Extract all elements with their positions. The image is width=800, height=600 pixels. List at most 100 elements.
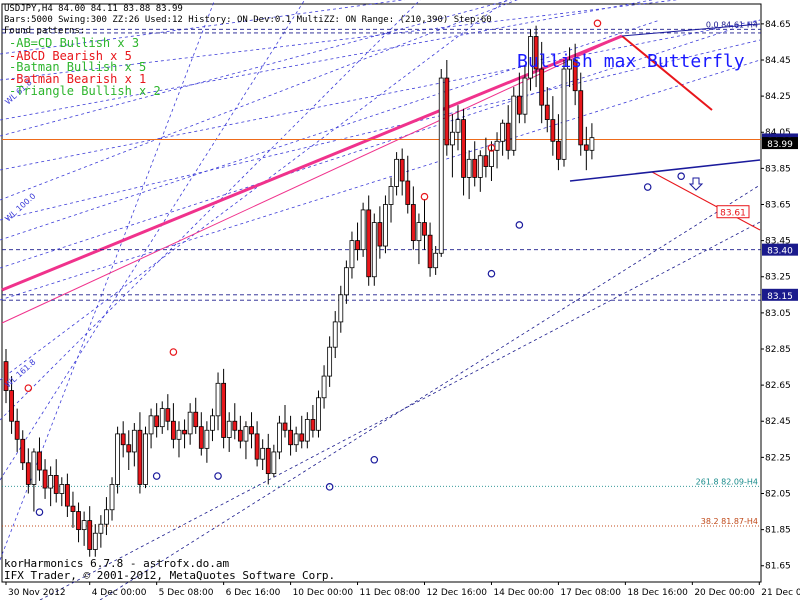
candle-body-bear <box>572 59 578 92</box>
candle <box>572 43 578 106</box>
candle-body-bear <box>399 158 405 182</box>
pattern-item: -Batman Bullish x 5 <box>9 60 147 74</box>
candle <box>170 403 176 449</box>
candle-body-bull <box>48 475 54 489</box>
candle-body-bear <box>126 444 132 453</box>
indicator-credit: korHarmonics 6.7.8 - astrofx.do.am <box>4 557 230 570</box>
fan-line <box>0 19 661 241</box>
fan-line <box>0 59 761 301</box>
candle-body-bull <box>92 532 98 550</box>
candle-body-bull <box>210 415 215 431</box>
candle <box>243 421 249 460</box>
candle <box>422 199 427 250</box>
candle-body-bull <box>98 523 104 534</box>
candle-body-bear <box>288 429 293 446</box>
candle <box>500 119 506 156</box>
candle <box>59 477 65 507</box>
candle-body-bear <box>64 484 70 507</box>
candle-body-bull <box>316 397 321 431</box>
candle-body-bear <box>583 144 589 151</box>
candle-body-bull <box>438 77 444 254</box>
y-tick-label: 84.25 <box>765 92 791 102</box>
candle-body-bear <box>427 234 433 269</box>
candle <box>321 365 327 409</box>
candle <box>533 25 539 88</box>
target-price-box <box>716 205 750 219</box>
candle <box>277 415 282 460</box>
candle-body-bear <box>25 462 31 485</box>
candle <box>176 421 182 458</box>
level-label: 0.0 84.61-H4 <box>706 20 758 29</box>
candle <box>98 515 104 548</box>
pattern-line <box>621 23 761 37</box>
pattern-item: -ABCD Bearish x 5 <box>9 49 132 63</box>
y-tick-label: 84.65 <box>765 20 791 30</box>
copyright-text: IFX Trader, © 2001-2012, MetaQuotes Soft… <box>4 569 336 582</box>
level-label: 261.8 82.09-H4 <box>696 477 758 486</box>
candle <box>254 421 260 467</box>
swing-high-marker <box>420 192 429 201</box>
candle-body-bear <box>14 420 20 440</box>
candle <box>539 41 545 124</box>
candle <box>249 412 254 449</box>
candle-body-bull <box>115 433 120 485</box>
x-tick-label: 4 Dec 00:00 <box>92 588 147 598</box>
fan-line <box>0 0 508 381</box>
candle <box>578 72 584 156</box>
pattern-line <box>569 159 761 182</box>
channel-line <box>99 184 761 600</box>
candle-body-bear <box>221 382 227 438</box>
candle-body-bull <box>343 267 349 296</box>
candle-body-bull <box>293 433 299 446</box>
candle-body-bear <box>42 469 48 489</box>
candle <box>399 148 405 196</box>
candle-body-bear <box>9 390 14 422</box>
x-tick-label: 18 Dec 16:00 <box>627 588 688 598</box>
candle <box>544 87 550 133</box>
candle-body-bear <box>193 411 199 428</box>
candle <box>583 126 589 171</box>
candle-body-bull <box>383 204 388 247</box>
candle <box>154 403 160 438</box>
candle-body-bear <box>505 122 511 151</box>
candle <box>159 401 165 434</box>
candle-body-bull <box>511 95 517 151</box>
fan-label: WL 161.8 <box>3 357 37 389</box>
candle-body-bull <box>388 186 394 205</box>
candle <box>143 426 148 489</box>
candle <box>438 69 444 257</box>
candle <box>271 444 277 478</box>
candle-body-bear <box>516 95 522 115</box>
candle <box>87 506 93 557</box>
candle <box>20 430 26 471</box>
y-tick-label: 82.45 <box>765 417 791 427</box>
candle <box>427 222 433 277</box>
fan-line <box>0 19 761 269</box>
candle-body-bull <box>394 158 400 187</box>
candle-body-bear <box>556 140 561 160</box>
swing-low-marker <box>677 172 685 180</box>
candle-body-bull <box>433 252 439 269</box>
candle-body-bear <box>137 429 143 485</box>
candle <box>31 448 37 512</box>
candle-body-bear <box>198 426 204 449</box>
x-tick-label: 14 Dec 00:00 <box>493 588 554 598</box>
candle <box>120 421 126 458</box>
candle-body-bear <box>483 155 489 167</box>
candle <box>388 177 394 223</box>
candle-body-bear <box>533 36 539 70</box>
trend-line-thick <box>1 34 623 292</box>
price-tag <box>762 288 798 301</box>
candle-body-bull <box>371 222 377 278</box>
y-tick-label: 83.65 <box>765 200 791 210</box>
candle-body-bear <box>3 361 9 391</box>
candle <box>237 415 243 449</box>
candle <box>528 29 533 91</box>
pattern-line <box>621 35 713 111</box>
candle <box>204 421 210 463</box>
candle <box>14 408 20 452</box>
candle-body-bull <box>321 375 327 399</box>
candle <box>556 114 561 171</box>
candle-body-bull <box>176 429 182 440</box>
